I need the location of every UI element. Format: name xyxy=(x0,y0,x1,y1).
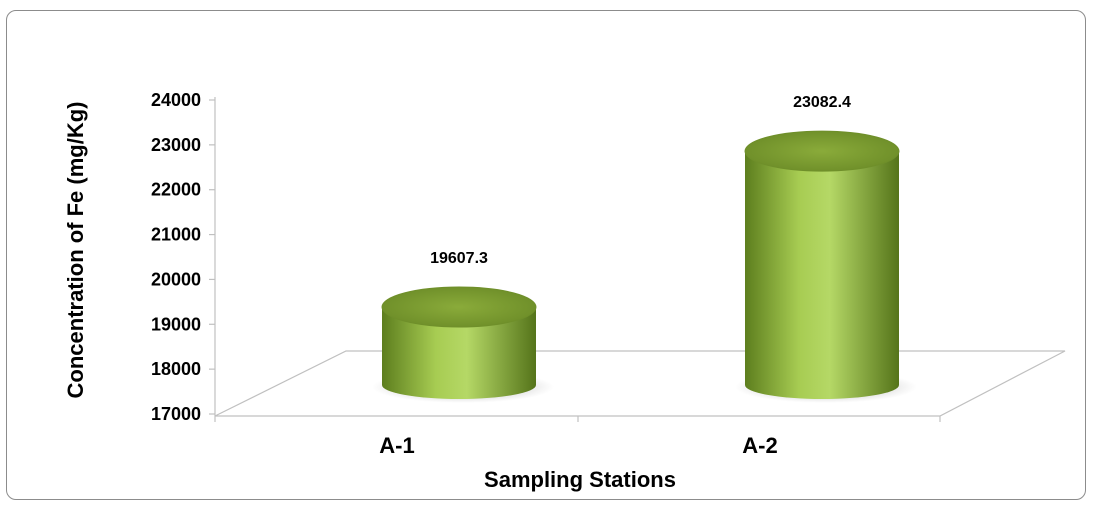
y-tick-label: 23000 xyxy=(151,135,201,155)
bar-top xyxy=(744,130,900,172)
data-label: 23082.4 xyxy=(793,94,851,111)
chart-floor xyxy=(214,350,1066,417)
y-tick-label: 21000 xyxy=(151,225,201,245)
y-tick-label: 18000 xyxy=(151,359,201,379)
x-axis-label: Sampling Stations xyxy=(484,467,676,492)
y-tick-label: 24000 xyxy=(151,90,201,110)
bar-a-1 xyxy=(382,307,536,399)
y-tick-label: 17000 xyxy=(151,404,201,424)
y-axis-ticks: 17000 18000 19000 20000 21000 22000 23000 24000 xyxy=(151,90,215,424)
bar-top xyxy=(381,286,537,328)
x-tick-label: A-2 xyxy=(742,433,777,458)
chart-frame xyxy=(6,10,1086,500)
x-axis-ticks: A-1 A-2 xyxy=(214,416,941,458)
data-label: 19607.3 xyxy=(430,250,488,267)
data-labels: 19607.3 23082.4 xyxy=(430,94,851,267)
y-tick-label: 20000 xyxy=(151,269,201,289)
y-tick-label: 22000 xyxy=(151,180,201,200)
y-axis-label: Concentration of Fe (mg/Kg) xyxy=(63,102,88,399)
bar-a-2 xyxy=(745,151,899,399)
bar-series xyxy=(372,130,917,403)
y-tick-label: 19000 xyxy=(151,314,201,334)
x-tick-label: A-1 xyxy=(379,433,414,458)
